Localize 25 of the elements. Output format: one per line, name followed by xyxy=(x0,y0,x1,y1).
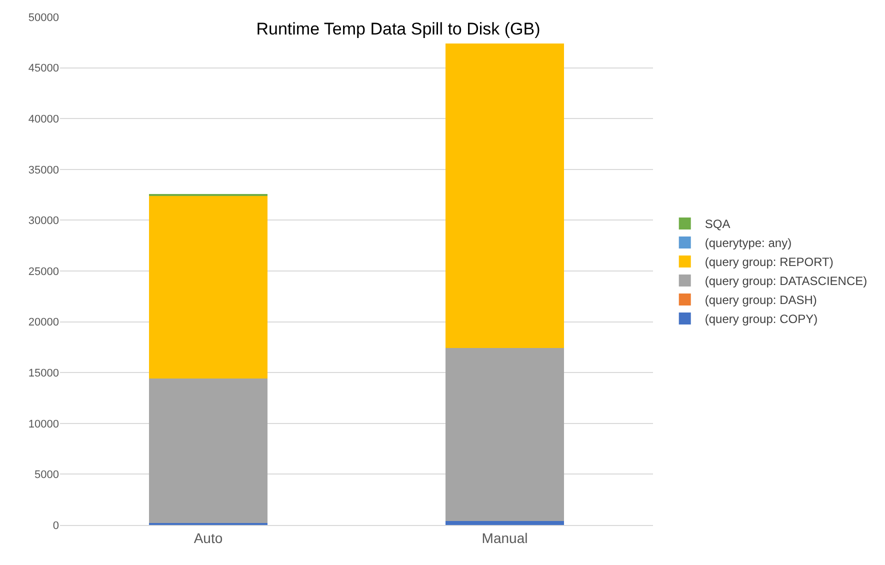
y-tick-label: 10000 xyxy=(28,418,59,430)
x-tick-label: Auto xyxy=(194,530,223,546)
y-tick-label: 25000 xyxy=(28,266,59,278)
legend-label: (query group: DATASCIENCE) xyxy=(704,274,868,288)
bar xyxy=(148,196,268,379)
y-tick-label: 45000 xyxy=(28,62,59,75)
y-tick-label: 5000 xyxy=(34,469,59,482)
y-tick-label: 40000 xyxy=(28,113,59,126)
bar xyxy=(148,378,268,523)
legend-label: SQA xyxy=(704,217,730,232)
chart-title: Runtime Temp Data Spill to Disk (GB) xyxy=(256,20,540,38)
y-tick-label: 30000 xyxy=(28,215,59,228)
legend-label: (query group: COPY) xyxy=(704,312,818,326)
x-tick-label: Manual xyxy=(482,530,528,546)
bar xyxy=(445,43,564,348)
y-tick-label: 0 xyxy=(52,520,59,532)
y-tick-label: 35000 xyxy=(28,164,59,176)
y-tick-label: 15000 xyxy=(28,367,59,380)
legend-label: (query group: REPORT) xyxy=(704,255,834,270)
y-tick-label: 20000 xyxy=(28,316,59,329)
legend-label: (query group: DASH) xyxy=(704,293,817,308)
legend-label: (querytype: any) xyxy=(704,236,792,250)
bar xyxy=(445,520,564,525)
bar xyxy=(445,348,564,521)
y-tick-label: 50000 xyxy=(28,12,59,24)
